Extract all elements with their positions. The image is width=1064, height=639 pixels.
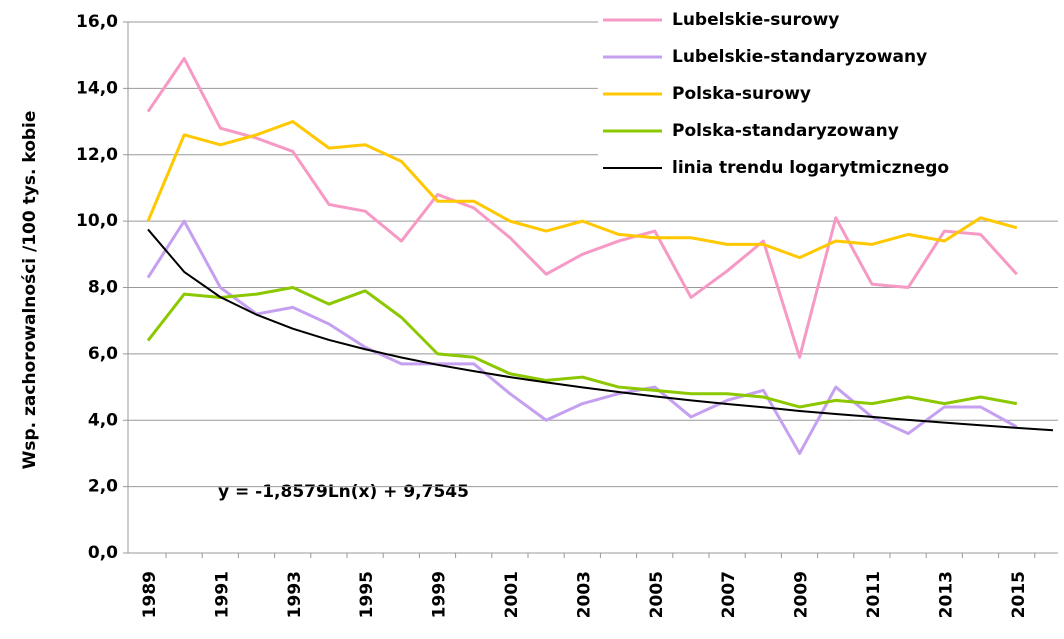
x-tick-label: 2009 <box>792 571 812 618</box>
x-tick-label: 2001 <box>502 571 522 618</box>
x-tick-label: 1999 <box>430 571 450 618</box>
series-line <box>146 120 1018 260</box>
y-tick-label: 8,0 <box>88 278 118 298</box>
x-tick-label: 1991 <box>212 571 232 618</box>
y-tick-label: 0,0 <box>88 543 118 563</box>
annotation: y = -1,8579Ln(x) + 9,7545 <box>218 482 469 502</box>
x-tick-label: 2003 <box>574 571 594 618</box>
series-line <box>147 228 1054 432</box>
x-tick-label: 2013 <box>936 571 956 618</box>
legend-label: Lubelskie-surowy <box>672 10 839 30</box>
x-tick-label: 2011 <box>864 571 884 618</box>
legend-label: linia trendu logarytmicznego <box>672 158 949 178</box>
legend-label: Polska-standaryzowany <box>672 121 899 141</box>
series-line <box>146 286 1018 409</box>
y-tick-label: 16,0 <box>76 12 118 32</box>
legend-label: Polska-surowy <box>672 84 811 104</box>
y-tick-label: 12,0 <box>76 145 118 165</box>
y-axis-label: Wsp. zachorowalności /100 tys. kobie <box>20 111 40 470</box>
legend-label: Lubelskie-standaryzowany <box>672 47 927 67</box>
y-tick-label: 2,0 <box>88 477 118 497</box>
x-tick-label: 1993 <box>285 571 305 618</box>
x-tick-label: 1995 <box>357 571 377 618</box>
series-line <box>146 57 1018 359</box>
y-tick-label: 6,0 <box>88 344 118 364</box>
legend-box <box>598 2 1058 188</box>
x-tick-label: 2015 <box>1009 571 1029 618</box>
x-tick-label: 2005 <box>647 571 667 618</box>
y-tick-label: 14,0 <box>76 78 118 98</box>
x-tick-label: 2007 <box>719 571 739 618</box>
x-tick-label: 1989 <box>140 571 160 618</box>
y-tick-label: 10,0 <box>76 211 118 231</box>
y-tick-label: 4,0 <box>88 410 118 430</box>
